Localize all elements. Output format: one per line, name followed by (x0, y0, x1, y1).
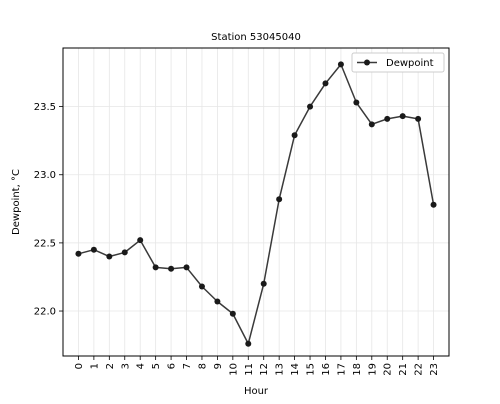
x-tick-label: 10 (228, 363, 239, 376)
x-tick-label: 22 (414, 363, 425, 376)
data-point (121, 249, 128, 256)
y-tick-label: 23.0 (34, 170, 56, 181)
legend-box (351, 52, 445, 73)
x-tick-label: 21 (398, 363, 409, 376)
data-point (353, 99, 360, 106)
x-tick-label: 3 (120, 363, 131, 369)
data-point (384, 115, 391, 122)
data-point (368, 121, 375, 128)
data-point (415, 115, 422, 122)
data-point (198, 283, 205, 290)
x-tick-label: 11 (244, 363, 255, 376)
data-point (75, 250, 82, 257)
x-tick-label: 4 (136, 363, 147, 369)
legend-label-dewpoint: Dewpoint (386, 58, 434, 69)
x-axis-label: Hour (244, 386, 269, 397)
data-point (137, 237, 144, 244)
x-tick-label: 13 (275, 363, 286, 376)
x-tick-label: 18 (352, 363, 363, 376)
x-tick-label: 12 (259, 363, 270, 376)
data-point (307, 103, 314, 110)
x-tick-label: 1 (89, 363, 100, 369)
data-point (322, 80, 329, 87)
x-tick-label: 6 (167, 363, 178, 369)
data-point (168, 265, 175, 272)
y-axis-label: Dewpoint, °C (11, 169, 22, 235)
x-tick-label: 5 (151, 363, 162, 369)
x-tick-label: 17 (336, 363, 347, 376)
data-point (430, 201, 437, 208)
x-tick-label: 2 (105, 363, 116, 369)
x-tick-label: 16 (321, 363, 332, 376)
y-tick-label: 22.0 (34, 307, 56, 318)
series-layer (75, 61, 437, 347)
x-tick-label: 7 (182, 363, 193, 369)
data-point (260, 280, 267, 287)
grid-lines (63, 48, 449, 356)
x-tick-label: 0 (74, 363, 85, 369)
y-tick-label: 23.5 (34, 102, 56, 113)
chart-legend: Dewpoint (351, 52, 445, 73)
data-point (106, 253, 113, 260)
data-point (152, 264, 159, 271)
x-tick-label: 20 (383, 363, 394, 376)
data-point (245, 340, 252, 347)
x-tick-label: 8 (197, 363, 208, 369)
plot-area-frame (62, 47, 450, 357)
y-tick-label: 22.5 (34, 238, 56, 249)
x-tick-label: 9 (213, 363, 224, 369)
x-tick-label: 23 (429, 363, 440, 376)
chart-title: Station 53045040 (211, 32, 301, 43)
data-point (90, 246, 97, 253)
data-point (276, 196, 283, 203)
x-tick-label: 19 (367, 363, 378, 376)
data-point (291, 132, 298, 139)
data-point (183, 264, 190, 271)
x-tick-label: 15 (306, 363, 317, 376)
data-point (229, 310, 236, 317)
data-point (399, 113, 406, 120)
x-tick-label: 14 (290, 363, 301, 376)
data-point (337, 61, 344, 68)
axes: 0 1 2 3 4 5 6 7 8 9 10 11 12 13 14 15 16 17 18 19 20 21 22 2322… (34, 102, 440, 376)
legend-marker-swatch (364, 59, 370, 66)
data-point (214, 298, 221, 305)
